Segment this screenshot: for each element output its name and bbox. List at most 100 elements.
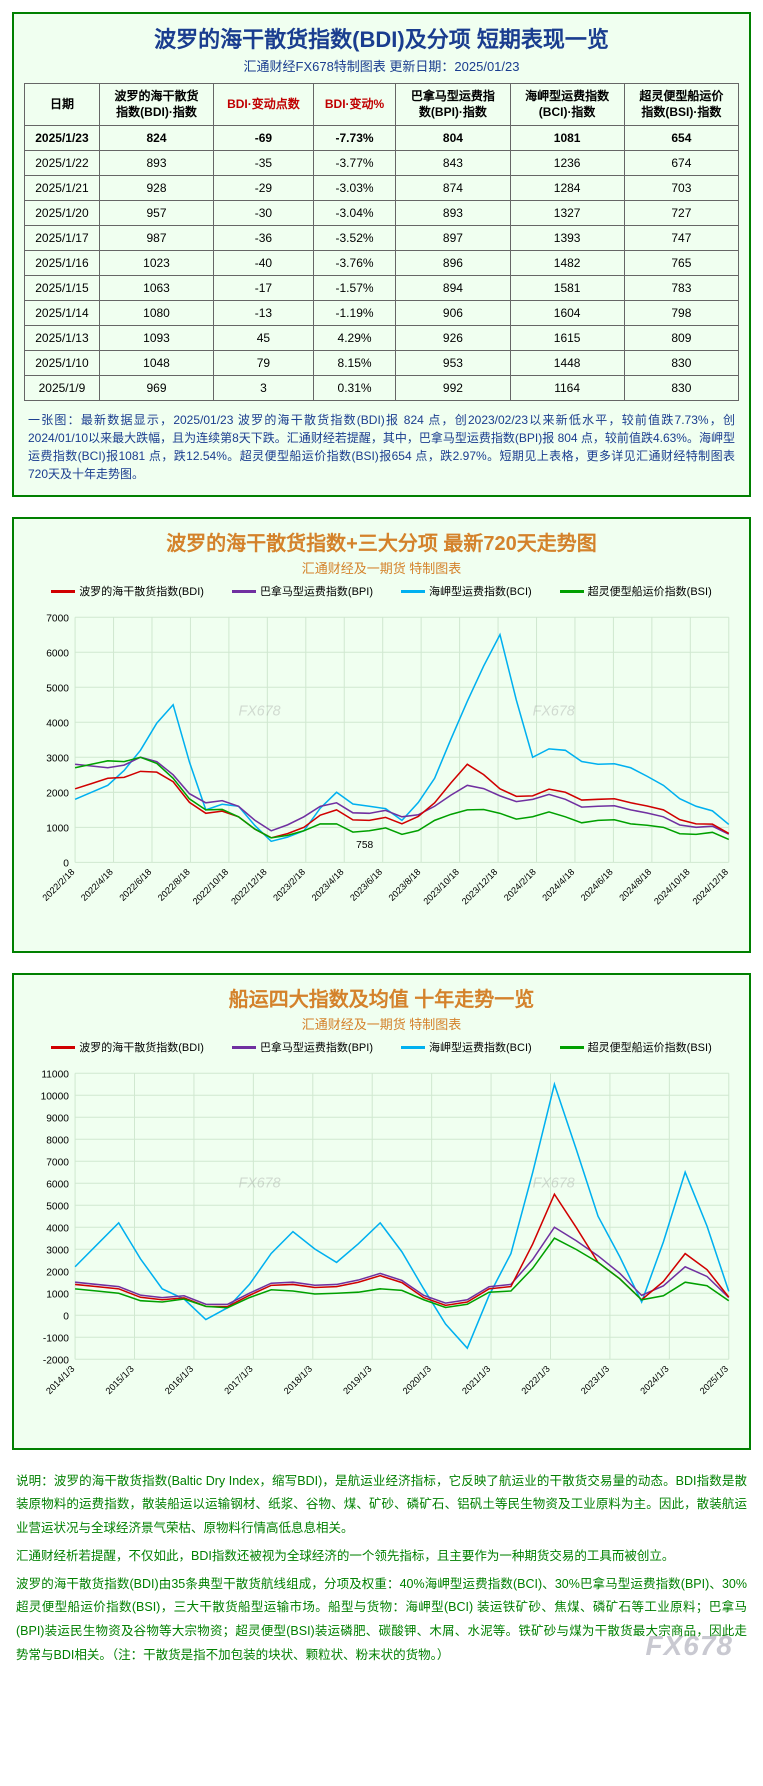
table-cell: 2025/1/17 [25,226,100,251]
svg-text:2024/10/18: 2024/10/18 [652,867,692,907]
table-cell: 957 [99,201,213,226]
col-header: BDI·变动% [313,84,396,126]
legend-item: 巴拿马型运费指数(BPI) [232,583,373,599]
table-cell: -3.76% [313,251,396,276]
table-cell: 1284 [510,176,624,201]
legend-item: 海岬型运费指数(BCI) [401,1039,532,1055]
table-row: 2025/1/996930.31%9921164830 [25,376,739,401]
table-cell: 2025/1/9 [25,376,100,401]
table-cell: -3.04% [313,201,396,226]
svg-text:2023/8/18: 2023/8/18 [387,867,423,903]
table-cell: -17 [214,276,314,301]
svg-text:3000: 3000 [46,754,69,765]
table-cell: 1393 [510,226,624,251]
svg-text:2022/4/18: 2022/4/18 [79,867,115,903]
svg-text:9000: 9000 [46,1113,69,1124]
table-cell: 953 [396,351,510,376]
table-cell: 654 [624,126,738,151]
svg-text:6000: 6000 [46,649,69,660]
table-cell: 830 [624,351,738,376]
table-cell: -3.77% [313,151,396,176]
legend-item: 超灵便型船运价指数(BSI) [560,1039,712,1055]
table-cell: 2025/1/13 [25,326,100,351]
legend-swatch [232,1046,256,1049]
chart10y-legend: 波罗的海干散货指数(BDI)巴拿马型运费指数(BPI)海岬型运费指数(BCI)超… [24,1039,739,1055]
table-cell: 1448 [510,351,624,376]
footer-text: 说明：波罗的海干散货指数(Baltic Dry Index，缩写BDI)，是航运… [12,1470,751,1668]
svg-text:10000: 10000 [41,1091,70,1102]
legend-label: 超灵便型船运价指数(BSI) [588,1039,712,1055]
table-cell: 1063 [99,276,213,301]
svg-text:FX678: FX678 [533,1176,575,1192]
svg-text:5000: 5000 [46,1201,69,1212]
svg-text:2022/6/18: 2022/6/18 [117,867,153,903]
table-cell: 3 [214,376,314,401]
table-cell: 674 [624,151,738,176]
svg-text:2016/1/3: 2016/1/3 [163,1364,195,1396]
svg-text:4000: 4000 [46,719,69,730]
table-cell: -36 [214,226,314,251]
table-cell: 1236 [510,151,624,176]
table-cell: -40 [214,251,314,276]
table-cell: 2025/1/10 [25,351,100,376]
svg-text:2023/6/18: 2023/6/18 [348,867,384,903]
svg-text:2025/1/3: 2025/1/3 [698,1364,730,1396]
table-cell: 1081 [510,126,624,151]
legend-item: 海岬型运费指数(BCI) [401,583,532,599]
svg-text:758: 758 [356,840,373,851]
table-row: 2025/1/17987-36-3.52%8971393747 [25,226,739,251]
svg-text:5000: 5000 [46,684,69,695]
svg-text:2023/2/18: 2023/2/18 [271,867,307,903]
svg-text:2024/1/3: 2024/1/3 [638,1364,670,1396]
table-cell: 2025/1/16 [25,251,100,276]
svg-text:1000: 1000 [46,1289,69,1300]
col-header: 日期 [25,84,100,126]
table-row: 2025/1/23824-69-7.73%8041081654 [25,126,739,151]
table-title: 波罗的海干散货指数(BDI)及分项 短期表现一览 [24,22,739,54]
table-row: 2025/1/20957-30-3.04%8931327727 [25,201,739,226]
table-cell: 1093 [99,326,213,351]
svg-text:2024/4/18: 2024/4/18 [540,867,576,903]
table-cell: 830 [624,376,738,401]
svg-text:2022/10/18: 2022/10/18 [191,867,231,907]
svg-text:8000: 8000 [46,1135,69,1146]
svg-text:2022/12/18: 2022/12/18 [229,867,269,907]
table-cell: -3.03% [313,176,396,201]
svg-text:2017/1/3: 2017/1/3 [222,1364,254,1396]
svg-text:7000: 7000 [46,1157,69,1168]
col-header: 巴拿马型运费指数(BPI)·指数 [396,84,510,126]
table-cell: 804 [396,126,510,151]
table-cell: 928 [99,176,213,201]
legend-swatch [401,1046,425,1049]
svg-text:7000: 7000 [46,613,69,624]
chart-720-panel: 波罗的海干散货指数+三大分项 最新720天走势图 汇通财经及一期货 特制图表 波… [12,517,751,953]
legend-swatch [51,1046,75,1049]
svg-text:11000: 11000 [41,1069,69,1080]
table-cell: 874 [396,176,510,201]
svg-text:FX678: FX678 [239,703,281,719]
table-cell: 824 [99,126,213,151]
svg-text:2015/1/3: 2015/1/3 [104,1364,136,1396]
table-cell: 747 [624,226,738,251]
legend-swatch [560,590,584,593]
legend-item: 巴拿马型运费指数(BPI) [232,1039,373,1055]
svg-text:2022/1/3: 2022/1/3 [520,1364,552,1396]
table-row: 2025/1/141080-13-1.19%9061604798 [25,301,739,326]
table-caption: 一张图：最新数据显示，2025/01/23 波罗的海干散货指数(BDI)报 82… [24,411,739,483]
table-cell: 926 [396,326,510,351]
legend-label: 巴拿马型运费指数(BPI) [260,1039,373,1055]
table-body: 2025/1/23824-69-7.73%80410816542025/1/22… [25,126,739,401]
table-cell: 798 [624,301,738,326]
legend-label: 波罗的海干散货指数(BDI) [79,583,204,599]
table-cell: 2025/1/21 [25,176,100,201]
svg-text:2023/12/18: 2023/12/18 [460,867,500,907]
svg-text:2000: 2000 [46,789,69,800]
table-cell: -69 [214,126,314,151]
svg-text:2014/1/3: 2014/1/3 [44,1364,76,1396]
table-cell: 45 [214,326,314,351]
table-cell: -30 [214,201,314,226]
svg-text:2020/1/3: 2020/1/3 [401,1364,433,1396]
table-cell: 2025/1/15 [25,276,100,301]
legend-label: 巴拿马型运费指数(BPI) [260,583,373,599]
table-cell: 1048 [99,351,213,376]
